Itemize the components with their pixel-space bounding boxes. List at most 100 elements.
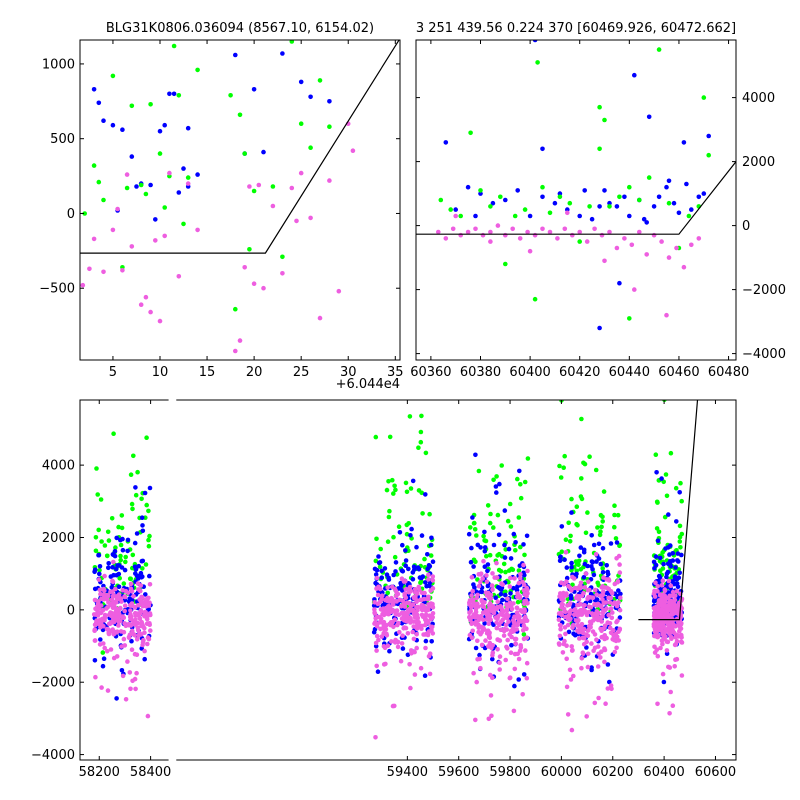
point-pink — [387, 608, 392, 613]
point-pink — [564, 656, 569, 662]
point-pink — [524, 660, 530, 666]
point-blue — [578, 545, 584, 550]
point-pink — [412, 672, 418, 677]
point-green — [501, 561, 507, 567]
point-blue — [596, 541, 602, 547]
point-green — [113, 545, 118, 550]
point-blue — [604, 563, 609, 568]
point-pink — [411, 636, 417, 642]
point-blue — [552, 200, 558, 206]
point-green — [148, 102, 153, 107]
point-pink — [111, 559, 116, 565]
point-pink — [423, 612, 429, 617]
point-blue — [565, 207, 570, 212]
point-blue — [393, 560, 399, 565]
point-blue — [490, 200, 496, 206]
point-blue — [512, 683, 517, 689]
point-pink — [571, 622, 576, 628]
point-blue — [664, 574, 669, 580]
point-pink — [583, 571, 589, 576]
point-pink — [515, 651, 520, 657]
point-pink — [610, 610, 615, 615]
point-pink — [430, 574, 436, 579]
point-blue — [148, 182, 153, 188]
point-green — [129, 501, 135, 507]
point-pink — [129, 647, 135, 652]
point-green — [96, 179, 102, 185]
point-blue — [509, 642, 514, 648]
point-pink — [595, 617, 601, 623]
point-green — [185, 175, 191, 180]
point-blue — [482, 549, 488, 554]
point-blue — [400, 542, 405, 548]
point-pink — [408, 648, 414, 653]
point-pink — [128, 623, 134, 628]
point-pink — [676, 620, 681, 625]
point-green — [557, 194, 563, 200]
point-green — [298, 121, 304, 126]
point-blue — [641, 216, 647, 222]
point-pink — [480, 617, 486, 623]
point-blue — [469, 545, 474, 551]
point-blue — [493, 595, 499, 600]
point-pink — [592, 602, 597, 607]
point-green — [97, 568, 102, 573]
point-blue — [409, 526, 414, 532]
point-pink — [572, 585, 578, 591]
point-green — [139, 496, 144, 502]
point-pink — [419, 605, 424, 611]
point-pink — [557, 642, 562, 647]
point-pink — [520, 692, 525, 697]
point-pink — [657, 624, 663, 629]
point-pink — [372, 621, 377, 626]
point-pink — [614, 645, 619, 651]
point-green — [233, 306, 238, 312]
point-pink — [142, 648, 147, 654]
point-pink — [562, 638, 567, 644]
point-pink — [436, 229, 441, 235]
axes-frame-top-right — [415, 39, 737, 361]
point-pink — [336, 288, 342, 294]
point-pink — [469, 593, 474, 598]
y-tick-label: 500 — [50, 132, 75, 147]
point-blue — [430, 559, 436, 564]
point-green — [123, 554, 128, 560]
point-pink — [399, 604, 404, 609]
point-green — [416, 445, 421, 451]
point-blue — [97, 564, 103, 569]
point-green — [574, 504, 580, 510]
point-green — [144, 502, 149, 508]
point-green — [374, 536, 379, 542]
point-pink — [609, 615, 615, 621]
point-blue — [478, 191, 483, 196]
point-blue — [627, 213, 632, 219]
point-green — [428, 553, 434, 558]
point-blue — [616, 588, 621, 593]
point-blue — [564, 575, 570, 581]
point-pink — [468, 616, 474, 621]
point-green — [637, 197, 642, 203]
point-green — [384, 487, 390, 493]
point-green — [547, 210, 553, 216]
point-green — [662, 514, 668, 520]
point-pink — [467, 610, 472, 616]
point-green — [386, 479, 391, 484]
point-pink — [547, 229, 553, 235]
point-green — [666, 200, 672, 206]
point-green — [505, 518, 511, 524]
point-green — [615, 512, 621, 518]
point-pink — [494, 560, 499, 566]
point-green — [474, 533, 479, 538]
point-pink — [101, 641, 106, 646]
point-blue — [422, 673, 428, 678]
y-tick-label: −4000 — [742, 347, 786, 362]
point-pink — [414, 645, 420, 651]
point-pink — [510, 626, 516, 631]
point-pink — [512, 636, 518, 642]
point-pink — [379, 593, 385, 598]
point-pink — [602, 608, 608, 613]
point-green — [585, 510, 590, 515]
point-green — [487, 552, 493, 558]
point-blue — [644, 220, 649, 225]
point-pink — [413, 625, 419, 630]
